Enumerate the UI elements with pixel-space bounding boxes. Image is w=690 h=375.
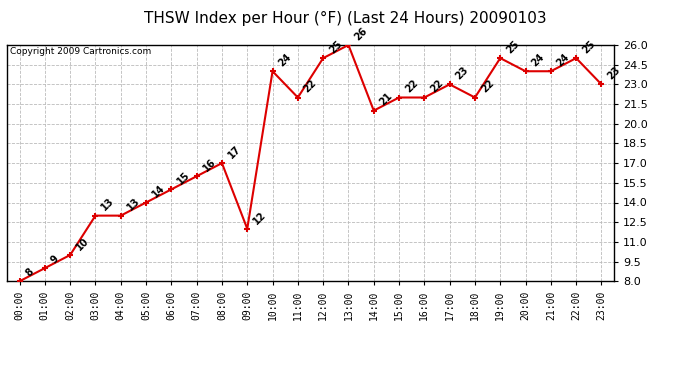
Text: 24: 24 <box>530 52 546 69</box>
Text: 22: 22 <box>302 78 319 95</box>
Text: THSW Index per Hour (°F) (Last 24 Hours) 20090103: THSW Index per Hour (°F) (Last 24 Hours)… <box>144 11 546 26</box>
Text: 22: 22 <box>479 78 495 95</box>
Text: 24: 24 <box>555 52 571 69</box>
Text: 23: 23 <box>454 65 471 82</box>
Text: 24: 24 <box>277 52 293 69</box>
Text: 21: 21 <box>378 91 395 108</box>
Text: 12: 12 <box>251 209 268 226</box>
Text: 26: 26 <box>353 26 369 42</box>
Text: 15: 15 <box>175 170 192 187</box>
Text: 25: 25 <box>580 39 597 56</box>
Text: 22: 22 <box>428 78 445 95</box>
Text: 8: 8 <box>23 267 36 279</box>
Text: 22: 22 <box>403 78 420 95</box>
Text: 16: 16 <box>201 157 217 174</box>
Text: 13: 13 <box>99 196 116 213</box>
Text: 13: 13 <box>125 196 141 213</box>
Text: 25: 25 <box>327 39 344 56</box>
Text: 14: 14 <box>150 183 167 200</box>
Text: Copyright 2009 Cartronics.com: Copyright 2009 Cartronics.com <box>10 47 151 56</box>
Text: 25: 25 <box>504 39 521 56</box>
Text: 10: 10 <box>75 236 91 252</box>
Text: 17: 17 <box>226 144 243 160</box>
Text: 23: 23 <box>606 65 622 82</box>
Text: 9: 9 <box>49 254 61 266</box>
